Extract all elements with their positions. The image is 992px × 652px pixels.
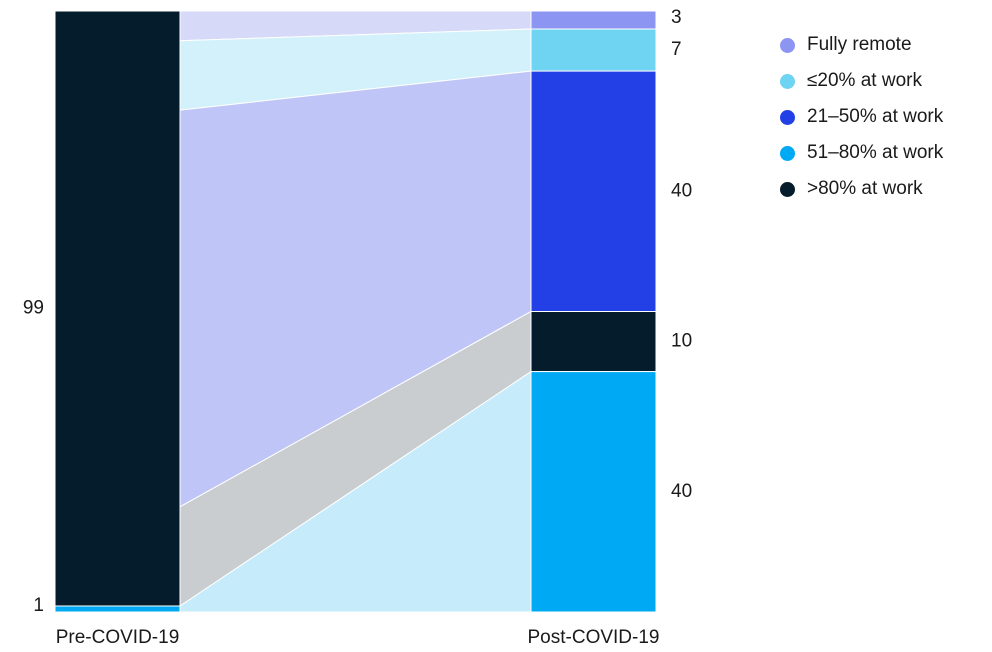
value-label-post-covid-19-51-80-at-work: 40 <box>671 481 692 502</box>
legend-label: 51–80% at work <box>807 142 944 163</box>
bar-segment-pre-covid-19-51-80-at-work <box>54 605 181 613</box>
legend-label: Fully remote <box>807 34 912 55</box>
value-label-post-covid-19-21-50-at-work: 40 <box>671 180 692 201</box>
legend-swatch <box>780 109 795 125</box>
legend: Fully remote ≤20% at work 21–50% at work 51… <box>780 27 943 207</box>
label-layer: 99 1 Pre-COVID-19 3 7 40 10 40 Post-COVID-19 <box>23 7 692 648</box>
value-label-pre-covid-19-gt-80-at-work: 99 <box>23 298 44 319</box>
value-label-post-covid-19-fully-remote: 3 <box>671 7 682 28</box>
legend-swatch <box>780 37 795 53</box>
value-label-pre-covid-19-51-80-at-work: 1 <box>33 595 44 616</box>
value-label-post-covid-19-gt-80-at-work: 10 <box>671 331 692 352</box>
legend-item-fully-remote: Fully remote <box>780 27 943 63</box>
legend-swatch <box>780 73 795 89</box>
bar-layer <box>54 10 657 613</box>
flow-layer <box>179 10 532 613</box>
bar-segment-post-covid-19-51-80-at-work <box>530 371 657 613</box>
stage-label-post-covid-19: Post-COVID-19 <box>528 627 660 648</box>
legend-label: >80% at work <box>807 178 923 199</box>
bar-segment-post-covid-19-le-20-at-work <box>530 28 657 72</box>
value-label-post-covid-19-le-20-at-work: 7 <box>671 39 682 60</box>
legend-swatch <box>780 145 795 161</box>
legend-swatch <box>780 181 795 197</box>
legend-item-le-20-at-work: ≤20% at work <box>780 63 943 99</box>
legend-item-51-80-at-work: 51–80% at work <box>780 135 943 171</box>
legend-label: 21–50% at work <box>807 106 944 127</box>
bar-segment-post-covid-19-21-50-at-work <box>530 70 657 312</box>
bar-segment-post-covid-19-gt-80-at-work <box>530 311 657 373</box>
bar-segment-pre-covid-19-gt-80-at-work <box>54 10 181 607</box>
legend-item-gt-80-at-work: >80% at work <box>780 171 943 207</box>
stage-label-pre-covid-19: Pre-COVID-19 <box>56 627 180 648</box>
legend-label: ≤20% at work <box>807 70 922 91</box>
bar-segment-post-covid-19-fully-remote <box>530 10 657 30</box>
legend-item-21-50-at-work: 21–50% at work <box>780 99 943 135</box>
